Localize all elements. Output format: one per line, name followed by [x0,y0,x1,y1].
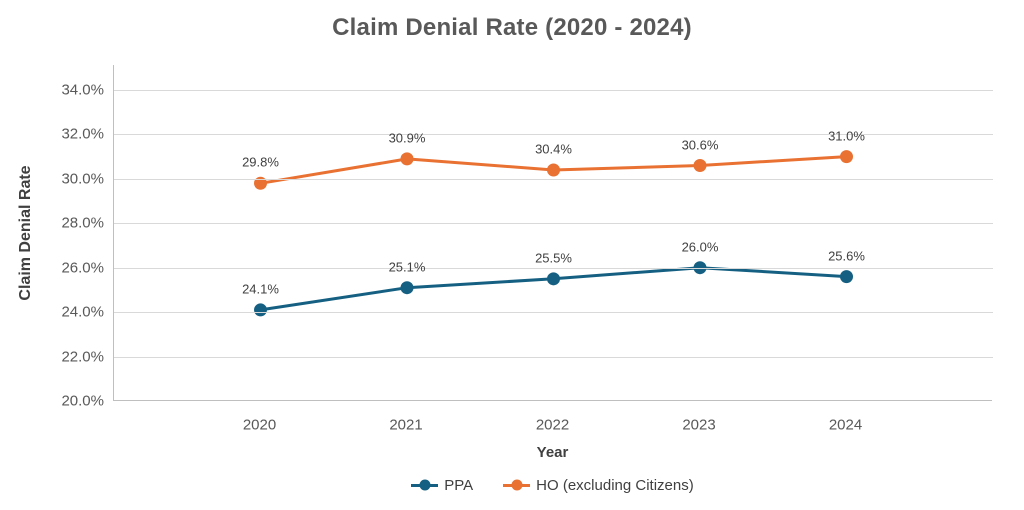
legend-marker-icon [503,479,531,491]
x-tick-label: 2022 [535,416,570,434]
data-point [254,303,267,317]
y-tick-label: 24.0% [61,303,104,321]
legend: PPA HO (excluding Citizens) [113,472,992,498]
data-point [400,281,414,295]
gridline [114,223,993,225]
gridline [114,90,993,91]
y-tick-label: 20.0% [61,392,104,410]
data-label: 25.5% [535,250,572,266]
y-tick-label: 28.0% [61,214,104,232]
data-point [840,270,853,284]
gridline [114,134,993,136]
legend-marker-icon [411,479,439,491]
series-lines [254,150,853,317]
data-label: 24.1% [242,281,279,297]
legend-dot-icon [419,479,431,491]
data-point [840,150,853,164]
chart-title: Claim Denial Rate (2020 - 2024) [332,14,692,41]
data-point [547,272,560,286]
legend-dot-icon [511,479,523,491]
y-tick-label: 30.0% [61,170,104,188]
y-tick-label: 34.0% [61,81,104,99]
y-tick-label: 22.0% [61,348,104,366]
x-axis-title: Year [536,444,569,461]
data-label: 30.9% [388,130,426,146]
data-point [254,176,267,190]
data-label: 26.0% [681,239,719,255]
data-label: 25.6% [828,248,865,264]
gridline [114,178,993,180]
legend-label: PPA [444,476,474,494]
y-tick-label: 26.0% [61,259,104,277]
plot-area: 24.1% 25.1% 25.5% 26.0% 25.6% 29.8% 30.9% 30.4%… [113,65,993,401]
data-point [693,159,707,173]
gridline [114,267,993,269]
y-tick-label: 32.0% [61,125,104,143]
data-label: 30.6% [681,137,719,153]
data-point [547,163,560,177]
gridline [114,356,993,358]
x-tick-label: 2021 [389,416,423,434]
legend-item-ppa: PPA [411,477,473,494]
data-label: 30.4% [535,141,572,157]
legend-label: HO (excluding Citizens) [536,476,694,494]
legend-item-ho-excluding-citizens-: HO (excluding Citizens) [503,477,694,494]
x-tick-label: 2020 [242,416,277,434]
x-tick-label: 2024 [828,416,863,434]
data-label: 29.8% [242,154,279,170]
gridline [114,312,993,314]
data-label: 31.0% [828,128,865,144]
data-label: 25.1% [388,259,426,275]
data-point [400,152,414,166]
x-tick-label: 2023 [682,416,716,434]
